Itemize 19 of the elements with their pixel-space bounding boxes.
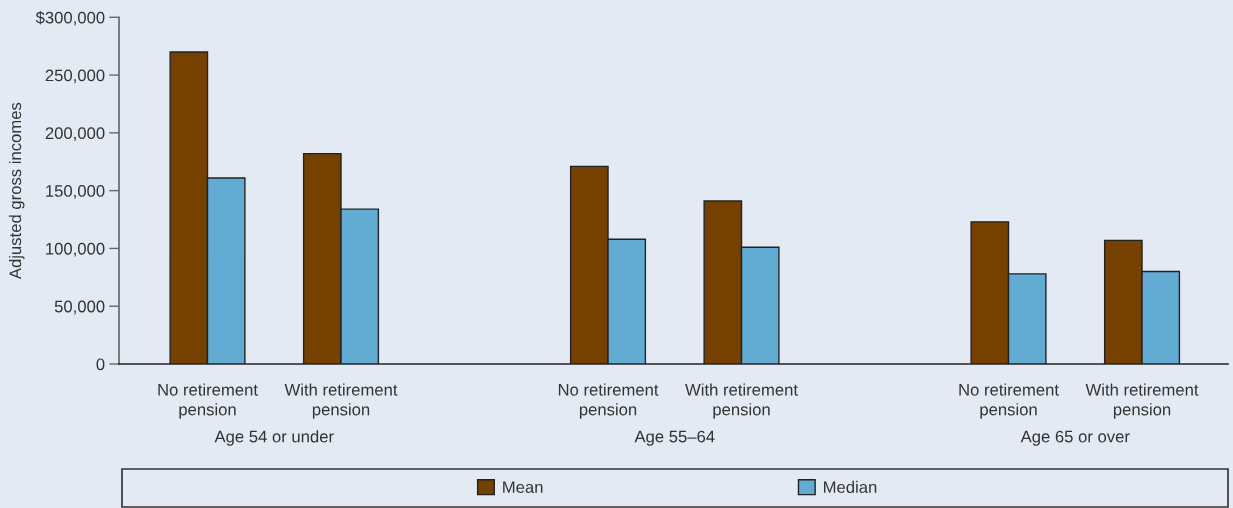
x-tick-label: No retirement pension: [959, 383, 1059, 419]
y-tick-label: 150,000: [46, 185, 105, 199]
y-tick-label: $300,000: [35, 11, 105, 26]
text: Age 55–64: [634, 430, 715, 446]
y-tick-label: 0: [96, 358, 105, 371]
text: Age 65 or over: [1020, 430, 1130, 446]
y-tick-label: 50,000: [54, 300, 105, 315]
legend-label: Mean: [503, 481, 543, 494]
y-axis-title: Adjusted gross incomes: [8, 102, 25, 280]
x-tick-label: No retirement pension: [558, 383, 659, 419]
x-tick-label: No retirement pension: [158, 383, 258, 419]
y-tick-label: 200,000: [45, 127, 105, 142]
x-tick-label: With retirement pension: [1085, 383, 1199, 419]
x-tick-label: With retirement pension: [685, 383, 798, 419]
legend-label: Median: [824, 480, 877, 494]
x-tick-label: With retirement pension: [284, 383, 398, 419]
y-tick-label: 100,000: [46, 242, 105, 257]
y-tick-label: 250,000: [45, 69, 105, 84]
text: Age 54 or under: [214, 430, 334, 446]
